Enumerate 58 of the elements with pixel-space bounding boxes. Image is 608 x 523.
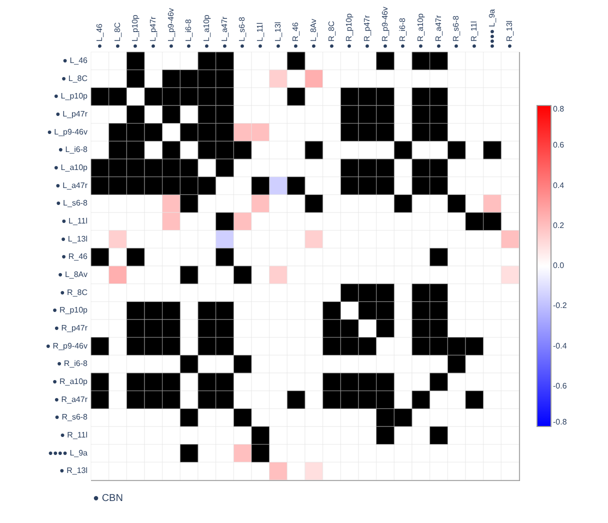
x-tick-label: ● L_i6-8 xyxy=(184,18,194,48)
x-tick-label: ● R_11l xyxy=(469,20,478,48)
color-bar-label: -0.4 xyxy=(553,341,568,350)
x-tick-label: ● R_p9-46v xyxy=(380,6,390,48)
y-tick-label: ● R_p10p xyxy=(52,306,88,315)
y-tick-label: ● L_46 xyxy=(62,56,88,65)
x-tick-label: ● R_46 xyxy=(291,22,300,48)
text: ● CBN xyxy=(93,493,123,504)
x-tick-label: ● L_46 xyxy=(94,23,104,48)
x-tick-label: ● R_s6-8 xyxy=(452,15,461,48)
y-tick-label: ● L_13l xyxy=(60,234,88,244)
y-tick-label: ● L_11l xyxy=(61,216,88,226)
y-tick-label: ●●●● L_9a xyxy=(48,448,88,458)
color-bar-label: -0.6 xyxy=(553,381,568,390)
y-tick-label: ● R_a47r xyxy=(54,394,88,404)
y-tick-label: ● L_s6-8 xyxy=(56,198,88,208)
x-tick-label: ● R_i6-8 xyxy=(398,17,408,48)
x-tick-label: ● R_a47r xyxy=(434,14,443,48)
x-tick-label: ● L_p10p xyxy=(130,14,140,48)
y-tick-label: ● L_a47r xyxy=(56,180,88,190)
color-bar-label: 0.4 xyxy=(553,180,565,190)
x-tick-label: ● R_13l xyxy=(505,20,514,48)
color-bar-label: 0.6 xyxy=(553,140,565,150)
y-tick-label: ● L_8C xyxy=(61,74,88,83)
x-tick-label: ●●●● L_9a xyxy=(487,8,496,48)
y-tick-label: ● R_11l xyxy=(60,430,88,440)
x-tick-label: ● L_8C xyxy=(112,22,122,48)
x-tick-label: ● L_8Av xyxy=(308,18,318,48)
x-tick-label: ● L_p47r xyxy=(148,16,158,48)
x-tick-label: ● L_11l xyxy=(255,22,264,48)
y-tick-label: ● L_p10p xyxy=(54,92,88,101)
x-tick-label: ● L_s6-8 xyxy=(238,16,247,48)
y-tick-label: ● L_p9-46v xyxy=(47,127,88,136)
x-tick-label: ● R_a10p xyxy=(416,12,425,48)
x-tick-label: ● L_13l xyxy=(273,22,282,48)
color-bar-label: 0.0 xyxy=(553,261,565,270)
x-tick-label: ● L_a10p xyxy=(202,14,211,48)
y-tick-label: ● R_s6-8 xyxy=(54,412,88,422)
color-bar-label: 0.8 xyxy=(553,104,565,114)
x-tick-label: ● L_p9-46v xyxy=(166,8,176,48)
y-tick-label: ● L_p47r xyxy=(56,109,88,118)
y-tick-label: ● L_a10p xyxy=(54,162,88,172)
color-bar-label: 0.2 xyxy=(553,220,565,230)
x-tick-label: ● R_p47r xyxy=(362,14,372,48)
x-tick-label: ● L_a47r xyxy=(220,16,229,48)
y-tick-label: ● R_p47r xyxy=(54,323,88,332)
y-tick-label: ● R_8C xyxy=(60,288,88,297)
y-tick-label: ● L_i6-8 xyxy=(58,145,88,154)
x-tick-label: ● R_p10p xyxy=(344,12,354,48)
y-tick-label: ● R_a10p xyxy=(52,376,88,386)
y-tick-label: ● R_46 xyxy=(61,252,88,262)
x-tick-label: ● R_8C xyxy=(326,20,336,48)
color-bar-label: -0.8 xyxy=(553,418,568,426)
y-tick-label: ● L_8Av xyxy=(58,270,88,279)
color-bar-label: -0.2 xyxy=(553,301,568,310)
y-tick-label: ● R_p9-46v xyxy=(46,341,88,350)
y-tick-label: ● R_13l xyxy=(60,466,88,476)
y-tick-label: ● R_i6-8 xyxy=(56,359,88,368)
